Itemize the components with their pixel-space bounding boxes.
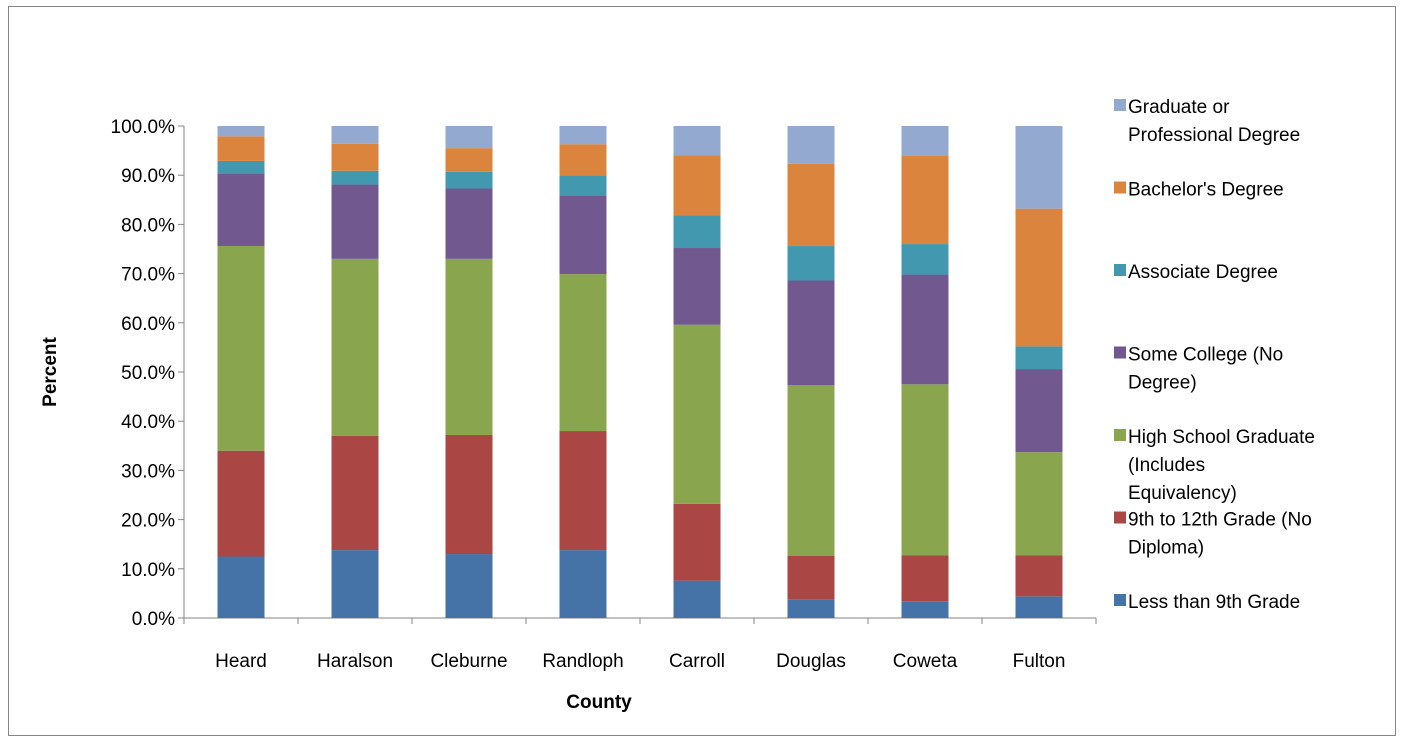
legend-swatch (1114, 511, 1126, 524)
y-tick-label: 20.0% (121, 511, 175, 532)
bar-segment (673, 155, 721, 216)
bar-segment (1015, 346, 1063, 370)
bar-segment (217, 136, 265, 161)
legend-label: Associate Degree (1128, 262, 1278, 283)
x-tick-label: Randloph (542, 651, 623, 672)
bar-segment (559, 550, 607, 618)
bar-segment (331, 435, 379, 551)
bar-segment (1015, 208, 1063, 347)
x-axis-ticks: Heard Haralson Cleburne Randloph Carroll Doug… (183, 618, 1097, 672)
x-axis-title: County (566, 692, 632, 713)
bar-segment (673, 126, 721, 156)
bar-segment (673, 503, 721, 581)
bar-segment (1015, 126, 1063, 209)
y-tick-label: 60.0% (121, 314, 175, 335)
bar-segment (787, 126, 835, 164)
bar-segment (787, 246, 835, 281)
bar-segment (559, 195, 607, 275)
bar-segment (1015, 555, 1063, 597)
bar-segment (331, 258, 379, 436)
bar-segment (445, 188, 493, 259)
legend-label: 9th to 12th Grade (No Diploma) (1128, 510, 1312, 559)
bar-segment (1015, 596, 1063, 618)
y-tick-label: 80.0% (121, 215, 175, 236)
legend-swatch (1114, 181, 1126, 194)
y-axis-title: Percent (40, 336, 61, 406)
y-tick-label: 50.0% (121, 363, 175, 384)
bar-segment (901, 156, 949, 245)
bar-segment (445, 171, 493, 189)
bar-segment (559, 175, 607, 196)
bar-segment (901, 384, 949, 556)
bar-segment (673, 324, 721, 504)
x-tick-label: Cleburne (430, 651, 507, 672)
bar-segment (445, 554, 493, 618)
bar-segment (331, 126, 379, 144)
y-tick-label: 0.0% (132, 609, 175, 630)
bar-segment (673, 580, 721, 618)
bar-segment (787, 556, 835, 600)
bar-segment (445, 126, 493, 149)
bar-segment (559, 431, 607, 551)
legend-label: Bachelor's Degree (1128, 180, 1284, 201)
legend-label: Some College (No Degree) (1128, 345, 1283, 394)
bar-segment (673, 248, 721, 325)
bar-segment (217, 160, 265, 174)
bar-segment (445, 258, 493, 435)
y-tick-label: 10.0% (121, 560, 175, 581)
bar-segment (787, 280, 835, 386)
bar-segment (445, 434, 493, 555)
legend-swatch (1114, 594, 1126, 606)
y-tick-label: 40.0% (121, 412, 175, 433)
x-tick-label: Heard (215, 651, 267, 672)
bar-segment (1015, 452, 1063, 556)
bar-segment (217, 246, 265, 451)
legend-swatch (1114, 346, 1126, 359)
bar-segment (901, 126, 949, 157)
x-tick-label: Carroll (669, 651, 725, 672)
y-tick-label: 30.0% (121, 461, 175, 482)
bar-segment (217, 450, 265, 557)
bar-segment (559, 274, 607, 432)
legend-swatch (1114, 264, 1126, 276)
bar-segment (331, 550, 379, 618)
legend-label: Less than 9th Grade (1128, 592, 1300, 613)
bar-segment (559, 144, 607, 176)
bar-segment (787, 385, 835, 557)
bar-segment (901, 601, 949, 618)
legend: Graduate or Professional Degree Bachelor's… (1114, 97, 1315, 613)
bar-segment (901, 274, 949, 385)
bar-segment (331, 170, 379, 185)
bar-segment (787, 163, 835, 247)
bar-segment (331, 184, 379, 259)
y-tick-label: 70.0% (121, 265, 175, 286)
plot-area (183, 126, 1096, 619)
y-tick-label: 100.0% (111, 117, 176, 138)
bar-segment (673, 215, 721, 249)
bar-segment (331, 143, 379, 171)
bar-segment (217, 556, 265, 618)
x-tick-label: Haralson (317, 651, 393, 672)
bar-segment (901, 555, 949, 602)
bar-segment (445, 148, 493, 172)
x-tick-label: Fulton (1013, 651, 1066, 672)
y-axis-ticks: 0.0% 10.0% 20.0% 30.0% 40.0% 50.0% 60.0% 70.0% 8… (111, 117, 184, 630)
legend-swatch (1114, 99, 1126, 111)
legend-label: High School Graduate (Includes Equivalency… (1128, 427, 1315, 504)
x-tick-label: Coweta (893, 651, 958, 672)
legend-label: Graduate or Professional Degree (1128, 97, 1300, 146)
legend-swatch (1114, 429, 1126, 441)
x-tick-label: Douglas (776, 651, 846, 672)
bar-segment (1015, 369, 1063, 453)
bar-segment (217, 126, 265, 137)
bar-segment (787, 599, 835, 618)
bar-segment (559, 126, 607, 145)
bar-segment (901, 244, 949, 275)
y-tick-label: 90.0% (121, 166, 175, 187)
bar-segment (217, 173, 265, 247)
